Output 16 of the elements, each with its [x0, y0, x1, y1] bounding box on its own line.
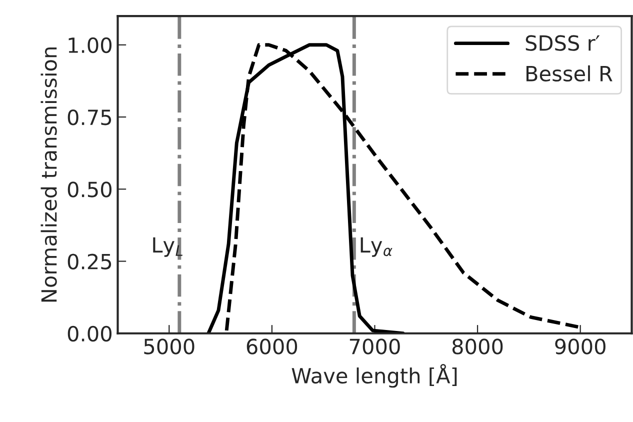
x-tick-label: 7000	[350, 338, 400, 354]
y-tick-label: 1.00	[68, 37, 112, 54]
legend-label: SDSS r′	[526, 35, 600, 51]
legend-label: Bessel R	[526, 65, 612, 82]
x-tick-label: 9000	[555, 338, 606, 354]
ref-line-label: Ly$_{L}$	[153, 237, 183, 257]
ref-line-label: Ly$_{α}$	[360, 237, 392, 257]
y-tick-label: 0.00	[68, 326, 112, 342]
y-tick-label: 0.25	[68, 254, 112, 270]
y-tick-label: 0.50	[68, 182, 112, 198]
x-tick-label: 5000	[144, 338, 194, 354]
x-axis-title: Wave length [Å]	[292, 364, 457, 388]
y-tick-label: 0.75	[68, 109, 112, 126]
x-tick-label: 8000	[452, 338, 503, 354]
x-tick-label: 6000	[246, 338, 298, 354]
y-axis-title: Normalized transmission	[40, 48, 57, 302]
